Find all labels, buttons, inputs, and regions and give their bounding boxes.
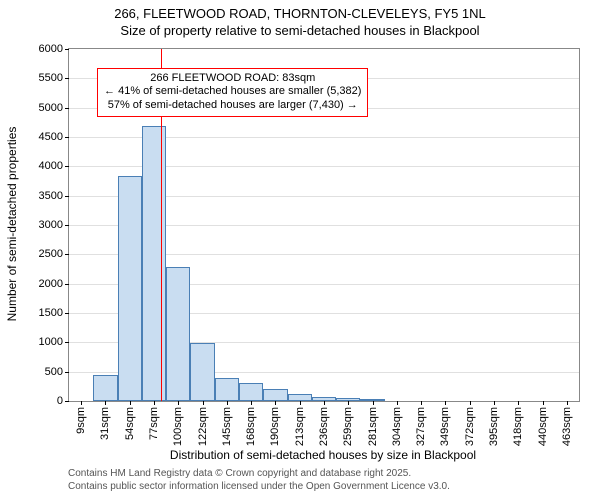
xtick-mark — [421, 401, 422, 405]
histogram-bar — [239, 383, 263, 401]
xtick-label: 372sqm — [464, 407, 476, 446]
xtick-label: 281sqm — [367, 407, 379, 446]
xtick-label: 463sqm — [561, 407, 573, 446]
y-axis-label: Number of semi-detached properties — [5, 127, 19, 322]
ytick-label: 2500 — [39, 248, 69, 260]
histogram-bar — [166, 267, 190, 401]
ytick-label: 1000 — [39, 336, 69, 348]
xtick-mark — [227, 401, 228, 405]
ytick-label: 5000 — [39, 102, 69, 114]
xtick-label: 9sqm — [75, 407, 87, 434]
xtick-mark — [105, 401, 106, 405]
title-line-2: Size of property relative to semi-detach… — [0, 23, 600, 40]
xtick-label: 54sqm — [124, 407, 136, 440]
annotation-line: 266 FLEETWOOD ROAD: 83sqm — [104, 72, 361, 86]
title-block: 266, FLEETWOOD ROAD, THORNTON-CLEVELEYS,… — [0, 0, 600, 42]
xtick-label: 236sqm — [318, 407, 330, 446]
annotation-line: 57% of semi-detached houses are larger (… — [104, 99, 361, 113]
xtick-label: 190sqm — [269, 407, 281, 446]
xtick-mark — [470, 401, 471, 405]
xtick-label: 100sqm — [172, 407, 184, 446]
ytick-label: 3500 — [39, 190, 69, 202]
x-axis-label: Distribution of semi-detached houses by … — [170, 448, 476, 462]
xtick-label: 349sqm — [439, 407, 451, 446]
xtick-mark — [300, 401, 301, 405]
xtick-label: 168sqm — [245, 407, 257, 446]
xtick-label: 440sqm — [537, 407, 549, 446]
xtick-mark — [518, 401, 519, 405]
xtick-label: 395sqm — [488, 407, 500, 446]
histogram-bar — [142, 126, 166, 401]
xtick-label: 259sqm — [342, 407, 354, 446]
histogram-bar — [215, 378, 239, 401]
xtick-mark — [154, 401, 155, 405]
footer-attribution: Contains HM Land Registry data © Crown c… — [68, 468, 450, 493]
ytick-label: 5500 — [39, 72, 69, 84]
annotation-line: ← 41% of semi-detached houses are smalle… — [104, 85, 361, 99]
title-line-1: 266, FLEETWOOD ROAD, THORNTON-CLEVELEYS,… — [0, 6, 600, 23]
ytick-label: 2000 — [39, 278, 69, 290]
xtick-label: 304sqm — [391, 407, 403, 446]
ytick-label: 1500 — [39, 307, 69, 319]
ytick-label: 500 — [45, 366, 69, 378]
histogram-bar — [263, 389, 287, 401]
xtick-label: 145sqm — [221, 407, 233, 446]
xtick-mark — [397, 401, 398, 405]
xtick-mark — [203, 401, 204, 405]
xtick-label: 418sqm — [512, 407, 524, 446]
xtick-mark — [445, 401, 446, 405]
xtick-mark — [324, 401, 325, 405]
histogram-bar — [93, 375, 117, 401]
xtick-mark — [373, 401, 374, 405]
ytick-label: 3000 — [39, 219, 69, 231]
xtick-mark — [178, 401, 179, 405]
xtick-mark — [130, 401, 131, 405]
xtick-mark — [567, 401, 568, 405]
histogram-bar — [288, 394, 312, 401]
histogram-bar — [118, 176, 142, 401]
xtick-mark — [543, 401, 544, 405]
xtick-label: 213sqm — [294, 407, 306, 446]
histogram-bar — [190, 343, 214, 401]
footer-line-1: Contains HM Land Registry data © Crown c… — [68, 468, 450, 481]
xtick-mark — [251, 401, 252, 405]
plot-area: 0500100015002000250030003500400045005000… — [68, 48, 580, 402]
ytick-label: 4000 — [39, 160, 69, 172]
xtick-label: 122sqm — [197, 407, 209, 446]
annotation-box: 266 FLEETWOOD ROAD: 83sqm← 41% of semi-d… — [97, 68, 368, 117]
ytick-label: 6000 — [39, 43, 69, 55]
xtick-label: 327sqm — [415, 407, 427, 446]
xtick-label: 31sqm — [99, 407, 111, 440]
xtick-mark — [275, 401, 276, 405]
xtick-label: 77sqm — [148, 407, 160, 440]
xtick-mark — [81, 401, 82, 405]
footer-line-2: Contains public sector information licen… — [68, 481, 450, 494]
ytick-label: 4500 — [39, 131, 69, 143]
chart-container: 266, FLEETWOOD ROAD, THORNTON-CLEVELEYS,… — [0, 0, 600, 500]
xtick-mark — [348, 401, 349, 405]
ytick-label: 0 — [57, 395, 69, 407]
xtick-mark — [494, 401, 495, 405]
